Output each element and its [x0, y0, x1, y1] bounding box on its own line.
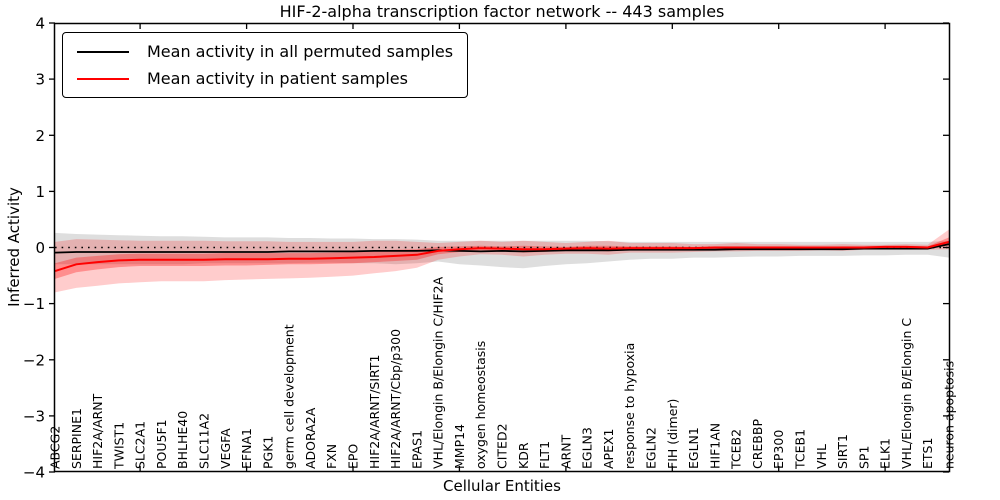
- y-tick-label: 2: [35, 127, 45, 145]
- x-tick-label: FXN: [324, 444, 339, 469]
- x-tick-label: CREBBP: [750, 419, 765, 469]
- x-tick-label: ETS1: [920, 438, 935, 469]
- x-tick-label: MMP14: [452, 424, 467, 469]
- x-tick-label: EGLN1: [686, 427, 701, 469]
- x-tick-label: VHL: [814, 444, 829, 469]
- x-tick-label: FLT1: [537, 441, 552, 469]
- y-axis-label: Inferred Activity: [5, 187, 23, 307]
- x-tick-label: VHL/Elongin B/Elongin C/HIF2A: [431, 276, 446, 469]
- x-tick-label: SERPINE1: [69, 408, 84, 469]
- x-tick-label: CITED2: [495, 423, 510, 469]
- x-tick-label: TCEB2: [729, 429, 744, 470]
- legend-entry-patient: Mean activity in patient samples: [77, 69, 453, 88]
- x-tick-label: TWIST1: [111, 422, 126, 470]
- x-tick-label: oxygen homeostasis: [473, 341, 488, 469]
- x-tick-label: HIF1AN: [707, 423, 722, 469]
- x-tick-label: EFNA1: [239, 428, 254, 469]
- x-tick-label: neuron apoptosis: [942, 361, 957, 469]
- y-tick-label: −4: [23, 464, 45, 482]
- x-tick-label: EGLN3: [580, 427, 595, 469]
- x-tick-label: TCEB1: [793, 429, 808, 470]
- x-tick-label: SLC2A1: [133, 421, 148, 469]
- x-tick-label: germ cell development: [282, 324, 297, 469]
- y-tick-label: −2: [23, 351, 45, 369]
- y-tick-label: −1: [23, 295, 45, 313]
- legend-label-patient: Mean activity in patient samples: [147, 69, 408, 88]
- x-tick-label: KDR: [516, 442, 531, 469]
- x-tick-label: SIRT1: [835, 434, 850, 469]
- x-tick-label: BHLHE40: [175, 411, 190, 469]
- x-tick-label: ARNT: [558, 434, 573, 469]
- y-tick-label: −3: [23, 407, 45, 425]
- legend-label-permuted: Mean activity in all permuted samples: [147, 42, 454, 61]
- x-axis-label: Cellular Entities: [443, 477, 561, 495]
- x-tick-label: VEGFA: [218, 428, 233, 469]
- x-tick-label: SLC11A2: [197, 413, 212, 469]
- x-tick-label: PGK1: [260, 436, 275, 469]
- y-tick-label: 4: [35, 15, 45, 33]
- x-tick-label: SP1: [856, 446, 871, 469]
- x-tick-label: EPAS1: [409, 430, 424, 469]
- x-tick-label: ADORA2A: [303, 407, 318, 469]
- x-tick-label: ELK1: [878, 438, 893, 469]
- x-tick-label: EPO: [346, 444, 361, 469]
- x-tick-label: POU5F1: [154, 419, 169, 469]
- x-tick-label: response to hypoxia: [622, 343, 637, 469]
- legend: Mean activity in all permuted samples Me…: [62, 32, 469, 98]
- x-tick-label: ABCG2: [48, 426, 63, 469]
- permuted-mean-line: [54, 243, 950, 254]
- chart-title: HIF-2-alpha transcription factor network…: [279, 2, 725, 21]
- patient-std-band-outer: [55, 229, 949, 293]
- x-tick-label: HIF2A/ARNT/SIRT1: [367, 355, 382, 469]
- x-tick-label: EGLN2: [644, 427, 659, 469]
- y-tick-label: 0: [35, 239, 45, 257]
- x-tick-label: HIF2A/ARNT/Cbp/p300: [388, 329, 403, 469]
- patient-mean-line: [54, 240, 950, 273]
- y-tick-label: 3: [35, 71, 45, 89]
- permuted-line-swatch: [77, 50, 129, 53]
- legend-entry-permuted: Mean activity in all permuted samples: [77, 42, 453, 61]
- y-tick-label: 1: [35, 183, 45, 201]
- x-tick-label: FIH (dimer): [665, 399, 680, 469]
- x-tick-label: EP300: [771, 430, 786, 469]
- x-tick-label: APEX1: [601, 428, 616, 469]
- patient-line-swatch: [77, 77, 129, 80]
- x-tick-label: VHL/Elongin B/Elongin C: [899, 318, 914, 469]
- x-tick-label: HIF2A/ARNT: [90, 393, 105, 469]
